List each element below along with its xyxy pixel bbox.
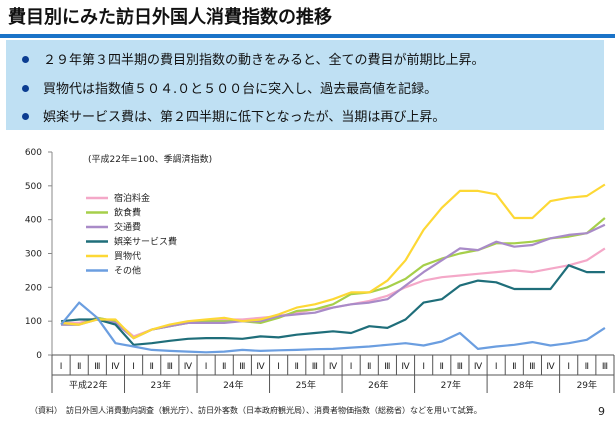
bullet-item: ２９年第３四半期の費目別指数の動きをみると、全ての費目が前期比上昇。 [22, 49, 484, 68]
x-year-label: 25年 [296, 379, 316, 391]
x-tick-label: Ⅱ [149, 362, 153, 372]
x-tick-label: Ⅱ [295, 362, 299, 372]
legend-label: 交通費 [114, 221, 141, 233]
x-tick-label: Ⅳ [546, 362, 555, 372]
summary-box: ２９年第３四半期の費目別指数の動きをみると、全ての費目が前期比上昇。 買物代は指… [6, 40, 604, 130]
page-number: 9 [598, 405, 605, 418]
x-tick-label: Ⅰ [132, 362, 135, 372]
bullet-text: 買物代は指数値５０４.０と５００台に突入し、過去最高値を記録。 [43, 82, 438, 97]
source-footnote: （資料） 訪日外国人消費動向調査（観光庁）、訪日外客数（日本政府観光局）、消費者… [30, 406, 482, 415]
legend-label: 娯楽サービス費 [114, 236, 177, 248]
x-year-label: 23年 [151, 379, 171, 391]
x-year-label: 26年 [368, 379, 388, 391]
x-tick-label: Ⅲ [457, 362, 463, 372]
x-tick-label: Ⅲ [384, 362, 390, 372]
x-tick-label: Ⅲ [94, 362, 100, 372]
series-line [61, 217, 606, 340]
y-tick-label: 200 [25, 283, 42, 293]
legend-label: その他 [114, 265, 141, 277]
bullet-dot-icon [22, 85, 29, 92]
x-tick-label: Ⅲ [529, 362, 535, 372]
y-tick-label: 300 [25, 250, 42, 260]
bullet-item: 娯楽サービス費は、第２四半期に低下となったが、当期は再び上昇。 [22, 106, 445, 125]
x-tick-label: Ⅱ [512, 362, 516, 372]
y-tick-label: 0 [36, 351, 42, 361]
x-tick-label: Ⅰ [495, 362, 498, 372]
x-tick-label: Ⅰ [350, 362, 353, 372]
bullet-item: 買物代は指数値５０４.０と５００台に突入し、過去最高値を記録。 [22, 78, 437, 97]
x-tick-label: Ⅱ [77, 362, 81, 372]
x-tick-label: Ⅳ [474, 362, 483, 372]
legend-label: 飲食費 [114, 207, 141, 219]
bullet-dot-icon [22, 56, 29, 63]
legend-label: 宿泊料金 [114, 192, 150, 204]
series-line [61, 247, 606, 338]
x-tick-label: Ⅳ [329, 362, 338, 372]
x-tick-label: Ⅱ [367, 362, 371, 372]
y-tick-label: 100 [25, 317, 42, 327]
series-line [60, 183, 606, 340]
x-tick-label: Ⅲ [602, 362, 608, 372]
x-year-label: 平成22年 [69, 379, 107, 391]
x-year-label: 27年 [441, 379, 461, 391]
x-year-label: 29年 [577, 379, 597, 391]
y-tick-label: 400 [25, 216, 42, 226]
legend-label: 買物代 [114, 250, 141, 262]
x-tick-label: Ⅲ [167, 362, 173, 372]
x-tick-label: Ⅰ [60, 362, 63, 372]
bullet-text: ２９年第３四半期の費目別指数の動きをみると、全ての費目が前期比上昇。 [43, 53, 485, 68]
bullet-text: 娯楽サービス費は、第２四半期に低下となったが、当期は再び上昇。 [43, 110, 446, 125]
y-tick-label: 600 [25, 148, 42, 158]
series-line [60, 264, 605, 346]
x-tick-label: Ⅱ [440, 362, 444, 372]
x-tick-label: Ⅰ [422, 362, 425, 372]
title-rule [0, 34, 615, 38]
x-tick-label: Ⅰ [205, 362, 208, 372]
x-tick-label: Ⅳ [401, 362, 410, 372]
page-title: 費目別にみた訪日外国人消費指数の推移 [8, 7, 332, 28]
chart-note: (平成22年=100、季調済指数) [88, 153, 212, 165]
x-tick-label: Ⅲ [312, 362, 318, 372]
x-tick-label: Ⅱ [585, 362, 589, 372]
line-chart: 0 100 200 300 400 500 600 (平成22年=100、季調済指数) Ⅰ Ⅱ Ⅲ Ⅳ… [25, 148, 615, 393]
x-tick-label: Ⅳ [184, 362, 193, 372]
series-line [60, 301, 606, 354]
x-tick-label: Ⅰ [567, 362, 570, 372]
x-tick-label: Ⅳ [256, 362, 265, 372]
bullet-dot-icon [22, 113, 29, 120]
x-tick-label: Ⅱ [222, 362, 226, 372]
x-year-label: 28年 [513, 379, 533, 391]
x-year-label: 24年 [223, 379, 243, 391]
x-tick-label: Ⅳ [111, 362, 120, 372]
x-tick-label: Ⅲ [239, 362, 245, 372]
y-tick-label: 500 [25, 182, 42, 192]
x-tick-label: Ⅰ [277, 362, 280, 372]
